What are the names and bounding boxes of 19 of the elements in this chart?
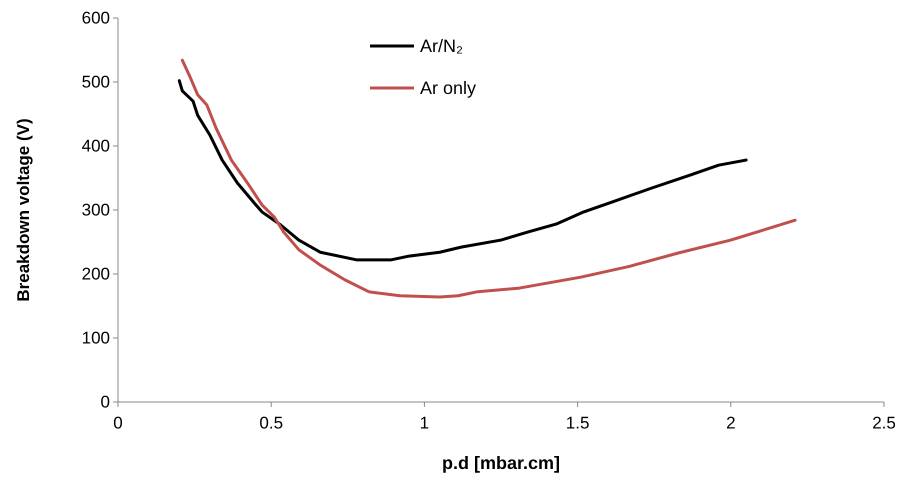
x-axis-title: p.d [mbar.cm] [442, 453, 560, 473]
y-tick-label: 300 [82, 200, 110, 220]
x-tick-label: 2.5 [872, 414, 896, 433]
y-tick-label: 400 [82, 136, 110, 156]
x-tick-label: 0.5 [259, 414, 284, 433]
x-tick-label: 2 [726, 414, 736, 433]
line-series [178, 79, 748, 262]
x-tick-label: 1 [420, 414, 430, 433]
line-series [180, 58, 797, 299]
y-tick-label: 100 [82, 328, 110, 348]
y-tick-label: 0 [100, 392, 110, 412]
legend-label: Ar only [420, 78, 476, 98]
y-tick-label: 200 [82, 264, 110, 284]
x-tick-label: 1.5 [566, 414, 590, 433]
y-tick-label: 600 [82, 8, 110, 28]
y-tick-label: 500 [82, 72, 110, 92]
y-axis-title: Breakdown voltage (V) [14, 118, 33, 302]
legend-label: Ar/N₂ [420, 36, 463, 56]
x-tick-label: 0 [113, 414, 123, 433]
